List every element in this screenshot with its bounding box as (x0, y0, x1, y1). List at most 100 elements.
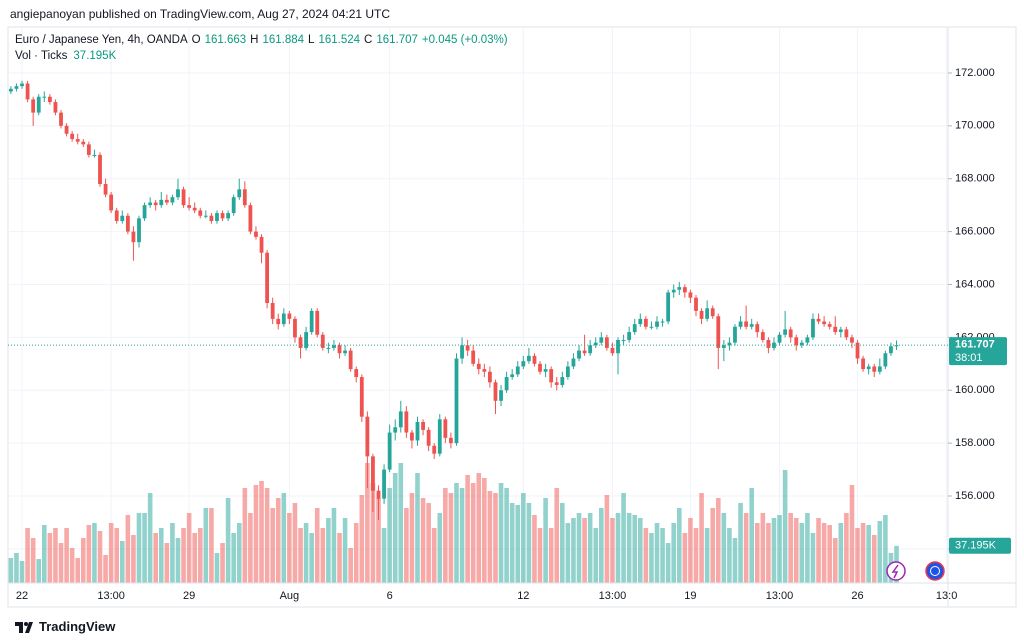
candle-body (148, 202, 153, 206)
volume-bar (376, 498, 381, 583)
candle-body (42, 96, 47, 98)
candle-body (343, 350, 347, 354)
volume-bar (732, 538, 738, 583)
volume-bar (821, 523, 827, 583)
globe-icon-inner (930, 566, 940, 576)
brand-name: TradingView (39, 619, 116, 634)
candle-body (326, 347, 331, 349)
candle-body (443, 419, 448, 438)
volume-bar (604, 495, 610, 583)
candle-body (92, 154, 97, 156)
candle-body (638, 318, 643, 325)
candle-body (694, 297, 698, 311)
candle-body (209, 215, 214, 222)
volume-bar (593, 528, 599, 583)
ohlc-value: 161.884 (262, 34, 305, 46)
candle-body (75, 139, 80, 142)
candle-body (471, 350, 476, 364)
volume-bar (97, 531, 103, 583)
candle-body (281, 313, 286, 325)
x-tick-label: 13:00 (97, 590, 125, 602)
volume-bar (654, 523, 660, 583)
candle-body (315, 310, 320, 335)
volume-bar (131, 535, 136, 583)
volume-bar (832, 538, 838, 583)
candle-body (571, 358, 576, 367)
volume-bar (777, 515, 782, 583)
volume-bar (348, 548, 353, 583)
globe-icon[interactable] (925, 561, 945, 581)
volume-bar (108, 523, 114, 583)
x-tick-label: 13:00 (766, 590, 794, 602)
volume-bar (660, 528, 665, 583)
volume-bar (197, 528, 203, 583)
candle-body (733, 326, 737, 343)
candle-body (64, 125, 69, 134)
volume-bar (665, 543, 671, 583)
candle-body (499, 390, 503, 401)
candle-body (788, 329, 793, 338)
volume-bar (125, 515, 131, 583)
volume-bar (877, 521, 883, 583)
snapshot-icon[interactable] (886, 561, 906, 581)
candle-body (31, 99, 36, 113)
volume-bar (253, 485, 259, 583)
volume-bar (426, 503, 431, 583)
candle-body (36, 96, 41, 113)
volume-layer (8, 463, 899, 583)
chart-frame (7, 26, 1017, 608)
volume-bar (526, 503, 532, 583)
candle-body (59, 112, 63, 126)
volume-bar (164, 543, 170, 583)
grid (8, 27, 948, 583)
candle-body (70, 133, 75, 140)
candle-body (515, 366, 520, 375)
volume-bar (465, 475, 470, 583)
volume-bar (303, 523, 309, 583)
volume-bar (676, 508, 682, 583)
volume-bar (537, 528, 543, 583)
volume-bar (365, 463, 370, 583)
volume-bar (404, 508, 409, 583)
volume-bar (883, 515, 888, 583)
volume-bar (699, 493, 704, 583)
volume-bar (565, 523, 571, 583)
candle-body (738, 321, 743, 327)
candle-body (833, 326, 838, 333)
publisher-line: angiepanoyan published on TradingView.co… (10, 7, 391, 21)
volume-bar (103, 555, 108, 583)
candle-body (460, 345, 464, 359)
volume-bar (621, 493, 626, 583)
candle-body (844, 329, 849, 338)
volume-bar (599, 508, 604, 583)
volume-bar (392, 473, 398, 583)
candle-body (53, 102, 58, 113)
volume-bar (571, 518, 576, 583)
volume-bar (287, 513, 292, 583)
candle-body (47, 96, 52, 103)
candle-body (744, 321, 749, 327)
candle-body (777, 334, 782, 343)
volume-bar (632, 515, 638, 583)
candle-body (404, 411, 409, 433)
candle-body (493, 382, 498, 401)
volume-bar (92, 523, 97, 583)
candle-body (660, 321, 665, 323)
candle-body (298, 337, 303, 348)
volume-bar (521, 493, 526, 583)
volume-bar (53, 528, 58, 583)
candle-body (872, 366, 877, 372)
y-tick-label: 170.000 (955, 120, 995, 132)
volume-bar (281, 493, 287, 583)
volume-bar (69, 548, 75, 583)
volume-bar (688, 518, 693, 583)
candle-body (755, 324, 760, 333)
candle-body (242, 189, 247, 206)
volume-legend: Vol · Ticks 37.195K (15, 50, 116, 62)
volume-bar (331, 508, 337, 583)
candle-body (20, 83, 24, 87)
candle-body (889, 346, 893, 354)
candle-body (410, 432, 414, 441)
volume-bar (782, 470, 788, 583)
candle-body (14, 86, 19, 89)
